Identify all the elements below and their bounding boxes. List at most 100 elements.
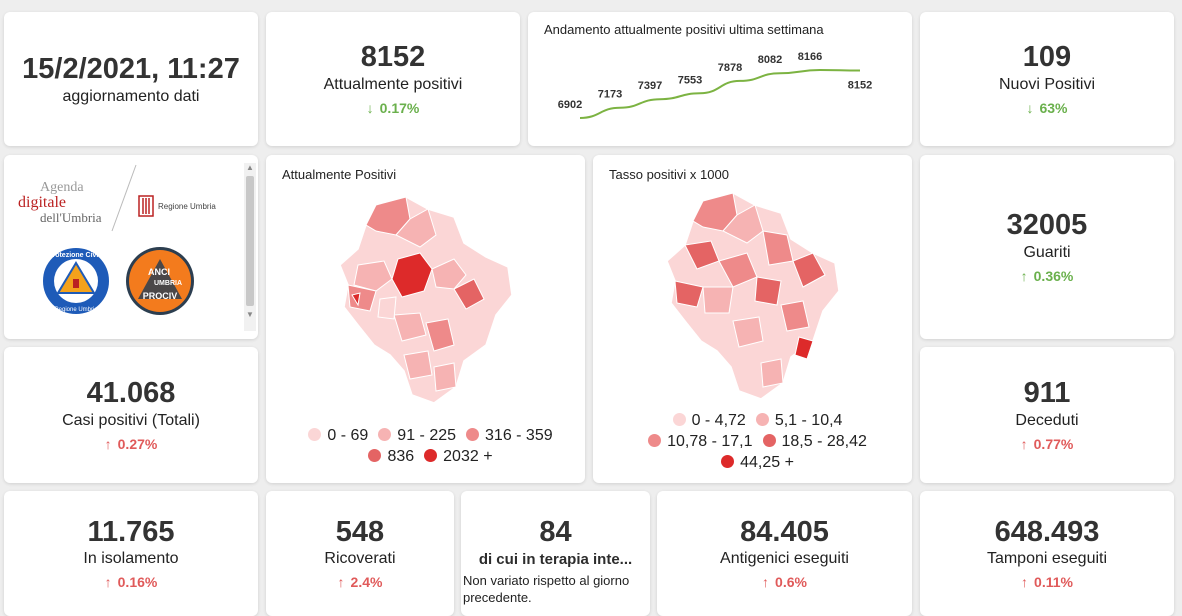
kpi-label: Casi positivi (Totali) xyxy=(62,411,200,429)
umbria-map-tasso xyxy=(666,192,840,400)
kpi-value: 548 xyxy=(335,515,385,548)
arrow-up-icon: ↑ xyxy=(1020,435,1028,452)
kpi-delta: ↑ 0.6% xyxy=(762,574,807,591)
kpi-delta: ↑ 0.36% xyxy=(1020,267,1074,284)
protezione-civile-logo: Protezione Civile Regione Umbria xyxy=(41,246,111,316)
regione-umbria-logo: Regione Umbria xyxy=(138,195,216,217)
legend-dot xyxy=(308,428,322,441)
legend-item: 2032 + xyxy=(414,448,493,465)
kpi-tamponi: 648.493 Tamponi eseguiti ↑ 0.11% xyxy=(920,491,1174,616)
kpi-value: 84 xyxy=(539,516,572,548)
kpi-label: Ricoverati xyxy=(324,550,396,568)
legend-dot xyxy=(721,455,735,468)
kpi-antigenici: 84.405 Antigenici eseguiti ↑ 0.6% xyxy=(657,491,912,616)
umbria-map-positivi xyxy=(339,196,513,404)
kpi-label: Deceduti xyxy=(1015,411,1079,429)
legend-dot xyxy=(368,449,382,462)
kpi-value: 648.493 xyxy=(994,515,1100,548)
map-legend-positivi: 0 - 69 91 - 225 316 - 359 836 2032 + xyxy=(266,425,585,467)
trend-data-label: 8082 xyxy=(758,54,782,66)
kpi-isolamento: 11.765 In isolamento ↑ 0.16% xyxy=(4,491,258,616)
kpi-value: 11.765 xyxy=(87,515,175,548)
kpi-delta: ↑ 0.27% xyxy=(104,435,158,452)
update-label: aggiornamento dati xyxy=(62,87,200,105)
update-datetime: 15/2/2021, 11:27 xyxy=(22,52,240,85)
legend-item: 316 - 359 xyxy=(456,427,553,444)
weekly-trend-chart: 6902 7173 7397 7553 7878 8082 8166 8152 xyxy=(558,51,872,119)
legend-item: 44,25 + xyxy=(711,454,794,471)
trend-data-label: 7397 xyxy=(638,80,662,92)
legend-item: 10,78 - 17,1 xyxy=(638,433,753,450)
legend-dot xyxy=(466,428,480,441)
legend-item: 91 - 225 xyxy=(368,427,456,444)
kpi-label: di cui in terapia inte... xyxy=(478,550,633,568)
map-title: Attualmente Positivi xyxy=(282,167,397,182)
kpi-note: Non variato rispetto al giorno precedent… xyxy=(463,572,630,605)
kpi-delta: ↓ 0.17% xyxy=(366,99,420,116)
svg-text:UMBRIA: UMBRIA xyxy=(154,280,182,287)
legend-item: 0 - 69 xyxy=(298,427,368,444)
kpi-label: In isolamento xyxy=(83,550,179,568)
kpi-nuovi-positivi: 109 Nuovi Positivi ↓ 63% xyxy=(920,12,1174,146)
kpi-value: 32005 xyxy=(1006,209,1088,242)
logos-card: Agenda digitale dell'Umbria Regione Umbr… xyxy=(4,155,258,339)
kpi-value: 41.068 xyxy=(86,377,176,410)
map-title: Tasso positivi x 1000 xyxy=(609,167,729,182)
kpi-delta: ↑ 0.16% xyxy=(104,574,158,591)
arrow-down-icon: ↓ xyxy=(366,99,374,116)
trend-data-label: 7878 xyxy=(718,62,742,74)
scroll-down-icon[interactable]: ▼ xyxy=(246,310,254,319)
legend-dot xyxy=(672,413,686,426)
kpi-casi-totali: 41.068 Casi positivi (Totali) ↑ 0.27% xyxy=(4,347,258,483)
svg-text:Protezione Civile: Protezione Civile xyxy=(48,252,105,259)
kpi-label: Tamponi eseguiti xyxy=(986,550,1108,568)
trend-data-label: 7553 xyxy=(678,74,702,86)
arrow-up-icon: ↑ xyxy=(762,574,770,591)
arrow-up-icon: ↑ xyxy=(1020,267,1028,284)
regione-emblem-icon xyxy=(138,195,154,217)
scroll-thumb[interactable] xyxy=(246,176,254,306)
trend-data-label: 6902 xyxy=(558,99,582,111)
kpi-delta: ↑ 0.77% xyxy=(1020,435,1074,452)
legend-item: 836 xyxy=(358,448,414,465)
arrow-up-icon: ↑ xyxy=(104,574,112,591)
arrow-up-icon: ↑ xyxy=(1021,574,1029,591)
kpi-attualmente-positivi: 8152 Attualmente positivi ↓ 0.17% xyxy=(266,12,520,146)
kpi-label: Antigenici eseguiti xyxy=(720,550,849,568)
map-card-positivi: Attualmente Positivi 0 - 69 91 - 225 316 -… xyxy=(266,155,585,483)
anci-umbria-prociv-logo: ANCI UMBRIA PROCIV xyxy=(126,247,194,315)
agenda-digitale-logo: Agenda digitale dell'Umbria xyxy=(18,180,102,225)
svg-text:ANCI: ANCI xyxy=(148,267,170,277)
arrow-down-icon: ↓ xyxy=(1026,99,1034,116)
legend-item: 5,1 - 10,4 xyxy=(746,412,842,429)
update-card: 15/2/2021, 11:27 aggiornamento dati xyxy=(4,12,258,146)
kpi-guariti: 32005 Guariti ↑ 0.36% xyxy=(920,155,1174,339)
trend-line xyxy=(579,68,861,119)
divider-line xyxy=(111,164,137,232)
svg-text:Regione Umbria: Regione Umbria xyxy=(54,307,98,313)
kpi-value: 8152 xyxy=(360,41,426,74)
kpi-label: Attualmente positivi xyxy=(323,75,463,93)
svg-text:PROCIV: PROCIV xyxy=(143,291,178,301)
kpi-deceduti: 911 Deceduti ↑ 0.77% xyxy=(920,347,1174,483)
trend-data-label: 8152 xyxy=(848,80,872,92)
arrow-up-icon: ↑ xyxy=(337,574,345,591)
kpi-delta: ↑ 2.4% xyxy=(337,574,383,591)
weekly-trend-title: Andamento attualmente positivi ultima se… xyxy=(544,22,824,37)
logos-scrollbar[interactable]: ▲ ▼ xyxy=(244,163,256,331)
weekly-trend-card: Andamento attualmente positivi ultima se… xyxy=(528,12,912,146)
legend-dot xyxy=(648,434,662,447)
legend-dot xyxy=(762,434,776,447)
kpi-delta: ↓ 63% xyxy=(1026,99,1068,116)
legend-dot xyxy=(378,428,392,441)
kpi-terapia-intensiva: 84 di cui in terapia inte... Non variato… xyxy=(461,491,650,616)
kpi-value: 109 xyxy=(1022,41,1072,74)
kpi-value: 911 xyxy=(1023,377,1071,410)
map-card-tasso: Tasso positivi x 1000 0 - 4,72 5,1 - 10,4… xyxy=(593,155,912,483)
trend-data-label: 7173 xyxy=(598,89,622,101)
legend-dot xyxy=(755,413,769,426)
scroll-up-icon[interactable]: ▲ xyxy=(246,163,254,172)
kpi-delta: ↑ 0.11% xyxy=(1021,574,1073,591)
legend-item: 18,5 - 28,42 xyxy=(753,433,867,450)
kpi-label: Nuovi Positivi xyxy=(998,75,1096,93)
